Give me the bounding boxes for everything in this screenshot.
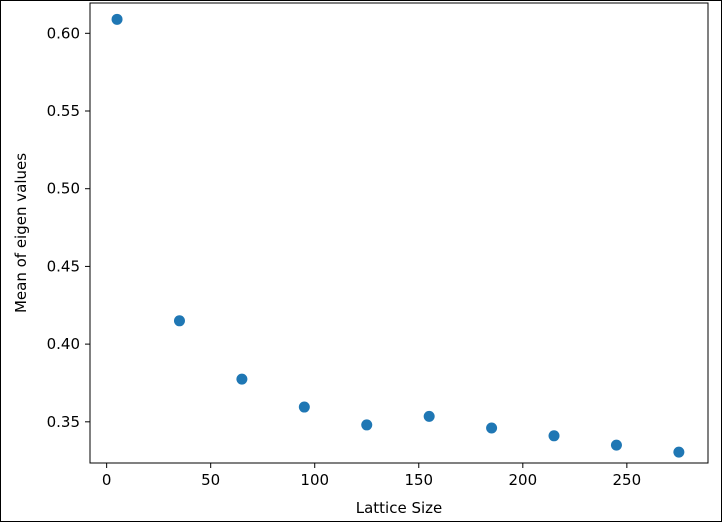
y-tick-label: 0.55 (47, 102, 80, 120)
x-tick-label: 250 (613, 471, 642, 489)
x-tick-label: 150 (404, 471, 433, 489)
x-tick-label: 100 (300, 471, 329, 489)
data-point (111, 13, 123, 25)
y-tick-label: 0.45 (47, 257, 80, 275)
data-point (298, 401, 310, 413)
y-tick-label: 0.50 (47, 180, 80, 198)
data-point (361, 419, 373, 431)
data-point (610, 439, 622, 451)
x-axis-label: Lattice Size (356, 499, 443, 517)
plot-area (89, 2, 709, 464)
x-tick-label: 50 (201, 471, 220, 489)
data-point (236, 373, 248, 385)
y-axis-ticks: 0.35 0.40 0.45 0.50 0.55 0.60 (47, 24, 90, 431)
data-point (673, 446, 685, 458)
x-axis-ticks: 0 50 100 150 200 250 (102, 463, 641, 489)
data-point (486, 422, 498, 434)
x-tick-label: 200 (508, 471, 537, 489)
y-axis-label: Mean of eigen values (12, 153, 30, 313)
data-point (423, 410, 435, 422)
x-tick-label: 0 (102, 471, 112, 489)
data-point (548, 430, 560, 442)
y-tick-label: 0.60 (47, 24, 80, 42)
y-tick-label: 0.35 (47, 413, 80, 431)
data-points (111, 13, 685, 458)
data-point (173, 315, 185, 327)
y-tick-label: 0.40 (47, 335, 80, 353)
